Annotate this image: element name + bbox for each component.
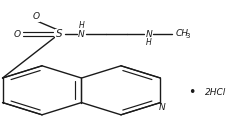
Text: •: • — [188, 86, 196, 99]
Text: N: N — [158, 103, 165, 112]
Text: 2HCl: 2HCl — [205, 88, 227, 97]
Text: S: S — [55, 29, 62, 39]
Text: H: H — [79, 21, 84, 30]
Text: O: O — [32, 12, 40, 21]
Text: CH: CH — [175, 29, 188, 38]
Text: 3: 3 — [186, 33, 190, 39]
Text: N: N — [78, 30, 85, 39]
Text: H: H — [146, 38, 152, 47]
Text: O: O — [14, 30, 21, 39]
Text: N: N — [145, 30, 152, 39]
